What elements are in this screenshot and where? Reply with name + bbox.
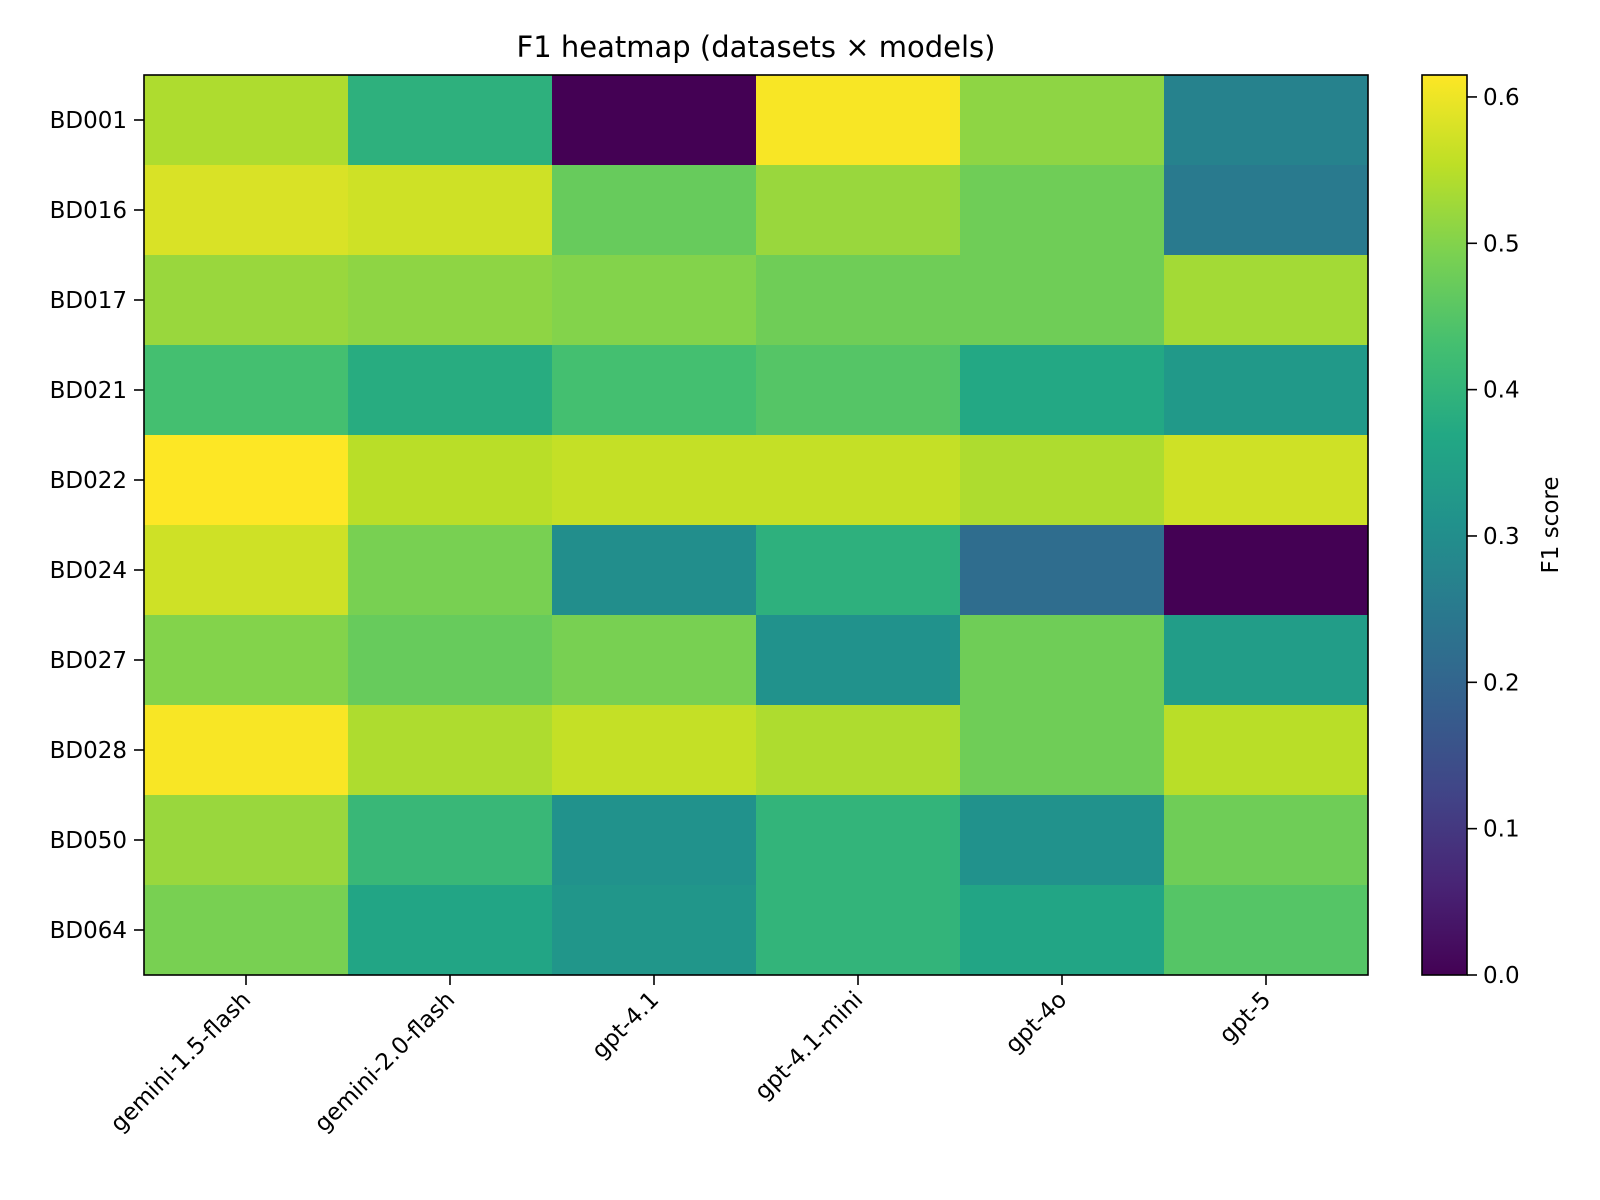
y-tick-label: BD024 xyxy=(50,558,127,584)
heatmap-cell xyxy=(960,75,1165,166)
heatmap-cell xyxy=(348,75,553,166)
heatmap-cell xyxy=(144,255,349,346)
plot-frame xyxy=(143,74,1369,976)
colorbar-tick-label: 0.6 xyxy=(1483,85,1520,111)
heatmap-cell xyxy=(348,795,553,886)
heatmap-cell xyxy=(144,75,349,166)
heatmap-cell xyxy=(552,165,757,256)
y-tick-label: BD016 xyxy=(50,198,127,224)
heatmap-cell xyxy=(960,255,1165,346)
chart-title: F1 heatmap (datasets × models) xyxy=(517,30,996,64)
y-tick-label: BD017 xyxy=(50,288,127,314)
heatmap-cell xyxy=(552,885,757,976)
x-tick-label: gpt-4.1 xyxy=(587,987,664,1064)
heatmap-cell xyxy=(144,525,349,616)
colorbar-frame xyxy=(1421,74,1468,976)
heatmap-cell xyxy=(756,75,961,166)
heatmap-cell xyxy=(960,615,1165,706)
heatmap-cell xyxy=(960,705,1165,796)
heatmap-cell xyxy=(756,705,961,796)
heatmap-cell xyxy=(144,705,349,796)
heatmap-cell xyxy=(144,615,349,706)
heatmap-cell xyxy=(348,885,553,976)
heatmap-cell xyxy=(1164,885,1369,976)
heatmap-cell xyxy=(348,345,553,436)
heatmap-cell xyxy=(1164,165,1369,256)
heatmap-cell xyxy=(1164,255,1369,346)
heatmap-cell xyxy=(756,795,961,886)
x-tick-label: gemini-2.0-flash xyxy=(310,987,461,1138)
x-tick-label: gpt-5 xyxy=(1215,987,1277,1049)
heatmap-cell xyxy=(552,75,757,166)
y-tick-label: BD001 xyxy=(50,108,127,134)
heatmap-cell xyxy=(756,345,961,436)
heatmap-cell xyxy=(1164,705,1369,796)
heatmap-cell xyxy=(756,255,961,346)
y-tick-label: BD064 xyxy=(50,918,127,944)
heatmap-cell xyxy=(1164,435,1369,526)
heatmap-cell xyxy=(960,525,1165,616)
heatmap-cell xyxy=(144,885,349,976)
heatmap-cell xyxy=(348,255,553,346)
heatmap-cell xyxy=(756,165,961,256)
x-tick-label: gpt-4.1-mini xyxy=(750,987,868,1105)
heatmap-cell xyxy=(348,705,553,796)
heatmap-cell xyxy=(960,165,1165,256)
heatmap-cell xyxy=(960,435,1165,526)
colorbar-tick-label: 0.4 xyxy=(1483,378,1520,404)
heatmap-cell xyxy=(144,165,349,256)
heatmap-cell xyxy=(756,885,961,976)
heatmap-cell xyxy=(348,435,553,526)
y-tick-label: BD050 xyxy=(50,828,127,854)
heatmap-cell xyxy=(756,525,961,616)
heatmap-cell xyxy=(144,435,349,526)
colorbar-label: F1 score xyxy=(1538,477,1564,574)
heatmap-cell xyxy=(348,615,553,706)
x-tick-label: gpt-4o xyxy=(1001,987,1073,1059)
heatmap-cell xyxy=(144,345,349,436)
heatmap-cell xyxy=(144,795,349,886)
heatmap-cell xyxy=(552,435,757,526)
heatmap-cell xyxy=(960,345,1165,436)
heatmap-cell xyxy=(1164,75,1369,166)
y-tick-label: BD028 xyxy=(50,738,127,764)
heatmap-cell xyxy=(756,435,961,526)
heatmap-cell xyxy=(348,525,553,616)
colorbar: 0.0 0.1 0.2 0.3 0.4 0.5 0.6 F1 score xyxy=(1421,74,1564,989)
colorbar-gradient xyxy=(1422,75,1467,975)
heatmap-cell xyxy=(1164,795,1369,886)
heatmap-cell xyxy=(960,795,1165,886)
heatmap-cells xyxy=(144,75,1369,976)
heatmap-cell xyxy=(552,345,757,436)
heatmap-cell xyxy=(756,615,961,706)
colorbar-tick-label: 0.1 xyxy=(1483,817,1520,843)
colorbar-ticks: 0.0 0.1 0.2 0.3 0.4 0.5 0.6 xyxy=(1467,85,1520,989)
heatmap-cell xyxy=(960,885,1165,976)
heatmap-cell xyxy=(552,705,757,796)
heatmap-cell xyxy=(552,255,757,346)
colorbar-tick-label: 0.5 xyxy=(1483,231,1520,257)
colorbar-tick-label: 0.2 xyxy=(1483,670,1520,696)
heatmap-cell xyxy=(552,615,757,706)
colorbar-tick-label: 0.0 xyxy=(1483,963,1520,989)
heatmap-cell xyxy=(1164,345,1369,436)
heatmap-cell xyxy=(348,165,553,256)
y-tick-label: BD027 xyxy=(50,648,127,674)
heatmap-cell xyxy=(552,525,757,616)
colorbar-tick-label: 0.3 xyxy=(1483,524,1520,550)
heatmap-cell xyxy=(552,795,757,886)
y-tick-label: BD022 xyxy=(50,468,127,494)
y-axis: BD001 BD016 BD017 BD021 BD022 BD024 BD027 BD028… xyxy=(50,108,144,944)
x-tick-label: gemini-1.5-flash xyxy=(106,987,257,1138)
y-tick-label: BD021 xyxy=(50,378,127,404)
x-axis: gemini-1.5-flash gemini-2.0-flash gpt-4.1 g… xyxy=(106,975,1277,1138)
heatmap-cell xyxy=(1164,525,1369,616)
heatmap-cell xyxy=(1164,615,1369,706)
